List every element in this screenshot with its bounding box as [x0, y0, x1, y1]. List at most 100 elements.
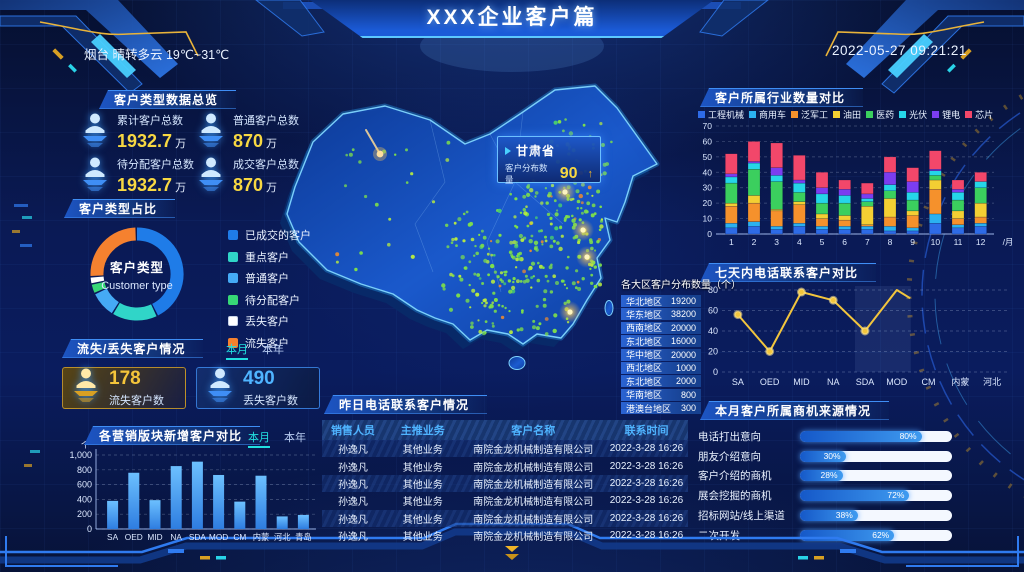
opportunity-bar: 38%: [800, 509, 952, 521]
legend-label: 流失客户: [245, 337, 289, 350]
opportunity-label: 电话打出意向: [698, 431, 761, 443]
region-row[interactable]: 西北地区 1000: [621, 361, 701, 374]
table-row[interactable]: 孙逸凡 其他业务 南院金龙机械制造有限公司 2022-3-28 16:26: [322, 440, 688, 458]
svg-text:80: 80: [708, 285, 718, 295]
opportunity-bar-fill: [800, 470, 843, 482]
region-value: 16000: [670, 336, 696, 347]
weather-text: 烟台 晴转多云 19℃~31℃: [84, 48, 230, 62]
legend-swatch: [698, 111, 705, 118]
industry-legend-item[interactable]: 油田: [833, 108, 861, 121]
table-row[interactable]: 孙逸凡 其他业务 南院金龙机械制造有限公司 2022-3-28 16:26: [322, 457, 688, 474]
region-row[interactable]: 华中地区 20000: [621, 348, 701, 361]
stat-label: 累计客户总数: [117, 115, 183, 127]
legend-label: 重点客户: [245, 251, 289, 264]
panel-title-calls-week: 七天内电话联系客户对比: [700, 263, 877, 282]
customer-type-legend: 已成交的客户 重点客户普通客户待分配客户丢失客户流失客户: [228, 227, 311, 351]
svg-text:30: 30: [703, 183, 713, 193]
table-cell: 孙逸凡: [337, 462, 368, 474]
opportunity-row: 展会挖掘的商机 72%: [698, 488, 978, 503]
svg-text:OED: OED: [760, 377, 780, 387]
panel-title-new-customers: 各营销版块新增客户对比: [84, 426, 261, 445]
opportunity-bar: 62%: [800, 529, 952, 541]
donut-legend-item[interactable]: 重点客户: [228, 249, 311, 265]
region-row[interactable]: 港澳台地区 300: [621, 402, 701, 415]
table-row[interactable]: 孙逸凡 其他业务 南院金龙机械制造有限公司 2022-3-28 16:26: [322, 474, 688, 493]
opportunity-bar: 72%: [800, 490, 952, 502]
region-value: 19200: [670, 296, 696, 306]
region-row[interactable]: 华南地区 800: [621, 388, 701, 401]
opportunity-label: 二次开发: [698, 529, 740, 542]
region-name: 华中地区: [626, 350, 663, 361]
table-cell: 2022-3-28 16:26: [609, 512, 684, 524]
tab-this-year[interactable]: 本年: [284, 432, 306, 444]
legend-swatch: [228, 294, 238, 305]
header-banner: XXX企业客户篇: [310, 0, 714, 38]
page-title: XXX企业客户篇: [426, 6, 598, 29]
legend-swatch: [228, 230, 238, 240]
table-cell: 南院金龙机械制造有限公司: [473, 445, 594, 457]
opportunity-row: 招标网站/线上渠道 38%: [698, 508, 978, 523]
svg-text:11: 11: [954, 237, 963, 247]
legend-swatch: [228, 337, 238, 348]
table-cell: 其他业务: [402, 479, 443, 491]
svg-text:NA: NA: [170, 532, 182, 542]
table-cell: 2022-3-28 16:26: [609, 477, 684, 489]
svg-text:SA: SA: [732, 377, 744, 387]
svg-text:20: 20: [703, 198, 713, 208]
region-row[interactable]: 华北地区 19200: [621, 295, 701, 307]
banner-wing-left: [255, 0, 325, 37]
weekly-calls-line-chart: 0 20 40 60 80 SA OED MID NA SDA MOD CM 内蒙 河北: [708, 285, 1008, 387]
table-row[interactable]: 孙逸凡 其他业务 南院金龙机械制造有限公司 2022-3-28 16:26: [322, 509, 688, 527]
svg-text:4: 4: [797, 237, 802, 247]
region-value: 20000: [670, 349, 696, 360]
table-cell: 其他业务: [402, 462, 443, 474]
opportunity-bar: 80%: [800, 431, 952, 442]
up-arrow-icon: ↑: [587, 168, 594, 180]
play-icon: [505, 146, 511, 155]
industry-legend-item[interactable]: 光伏: [899, 108, 927, 121]
donut-legend-item[interactable]: 待分配客户: [228, 292, 311, 308]
panel-title-industry: 客户所属行业数量对比: [700, 88, 864, 107]
datetime-text: 2022-05-27 09:21:21: [832, 43, 967, 58]
legend-label: 油田: [843, 110, 862, 120]
table-cell: 2022-3-28 16:26: [609, 460, 684, 472]
region-row[interactable]: 东北地区 16000: [621, 335, 701, 348]
overview-stat: 待分配客户总数 1932.7 万: [80, 156, 194, 198]
legend-swatch: [833, 111, 841, 118]
industry-legend-item[interactable]: 泛军工: [791, 108, 828, 121]
customer-icon: [80, 156, 110, 198]
svg-text:400: 400: [77, 494, 92, 504]
opportunity-bar-fill: [800, 509, 858, 521]
industry-legend-item[interactable]: 工程机械: [698, 108, 744, 121]
region-row[interactable]: 东北地区 2000: [621, 375, 701, 388]
donut-legend-item[interactable]: 流失客户: [228, 335, 311, 351]
table-cell: 孙逸凡: [337, 479, 368, 491]
donut-legend-item[interactable]: 丢失客户: [228, 313, 311, 329]
svg-text:12: 12: [976, 237, 986, 247]
donut-legend-item[interactable]: 普通客户: [228, 270, 311, 286]
svg-text:1: 1: [729, 237, 734, 247]
tab-this-month[interactable]: 本月: [248, 429, 270, 448]
svg-text:MID: MID: [793, 377, 810, 387]
svg-text:SA: SA: [107, 532, 119, 542]
tab-this-year[interactable]: 本年: [262, 344, 284, 356]
table-cell: 其他业务: [402, 445, 443, 457]
donut-legend-item[interactable]: 已成交的客户: [228, 227, 311, 243]
region-row[interactable]: 华东地区 38200: [621, 308, 701, 321]
industry-legend-item[interactable]: 医药: [866, 108, 894, 121]
customer-icon: [71, 367, 101, 409]
svg-text:3: 3: [774, 237, 779, 247]
opportunity-label: 招标网站/线上渠道: [698, 509, 785, 522]
svg-text:200: 200: [77, 509, 92, 519]
region-value: 38200: [670, 309, 696, 320]
svg-text:CM: CM: [233, 532, 246, 542]
table-cell: 南院金龙机械制造有限公司: [473, 462, 594, 474]
region-value: 20000: [670, 322, 696, 333]
table-row[interactable]: 孙逸凡 其他业务 南院金龙机械制造有限公司 2022-3-28 16:26: [322, 527, 688, 544]
table-cell: 其他业务: [402, 497, 443, 509]
industry-legend-item[interactable]: 商用车: [749, 108, 786, 121]
table-row[interactable]: 孙逸凡 其他业务 南院金龙机械制造有限公司 2022-3-28 16:26: [322, 492, 688, 509]
tab-this-month[interactable]: 本月: [226, 341, 248, 360]
svg-text:MOD: MOD: [886, 377, 907, 387]
region-row[interactable]: 西南地区 20000: [621, 321, 701, 334]
